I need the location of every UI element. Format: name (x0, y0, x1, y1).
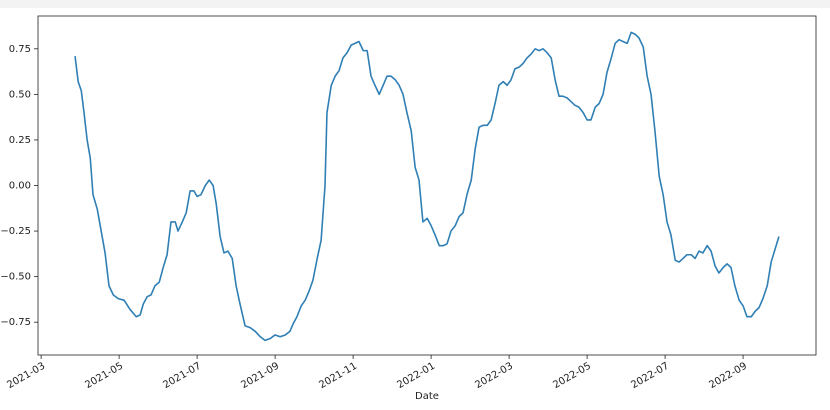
y-tick-label: 0.25 (9, 135, 31, 146)
x-tick-label: 2022-01 (395, 361, 437, 391)
x-tick-label: 2022-09 (707, 361, 749, 391)
y-tick-label: 0.75 (9, 44, 31, 55)
x-tick-label: 2021-11 (317, 361, 359, 391)
y-tick-label: −0.75 (0, 317, 31, 328)
x-tick-label: 2022-05 (551, 361, 593, 391)
x-tick-label: 2022-07 (629, 361, 671, 391)
y-tick-label: −0.25 (0, 226, 31, 237)
y-tick-label: −0.50 (0, 272, 31, 283)
x-tick-label: 2021-05 (83, 361, 125, 391)
x-tick-label: 2021-09 (239, 361, 281, 391)
x-tick-label: 2022-03 (473, 361, 515, 391)
x-tick-label: 2021-03 (5, 361, 47, 391)
x-axis-label: Date (415, 391, 439, 402)
data-line (74, 31, 780, 342)
y-tick-label: 0.00 (9, 181, 31, 192)
plot-frame (37, 15, 817, 356)
top-bar (0, 0, 830, 8)
y-tick-label: 0.50 (9, 89, 31, 100)
x-tick-label: 2021-07 (161, 361, 203, 391)
